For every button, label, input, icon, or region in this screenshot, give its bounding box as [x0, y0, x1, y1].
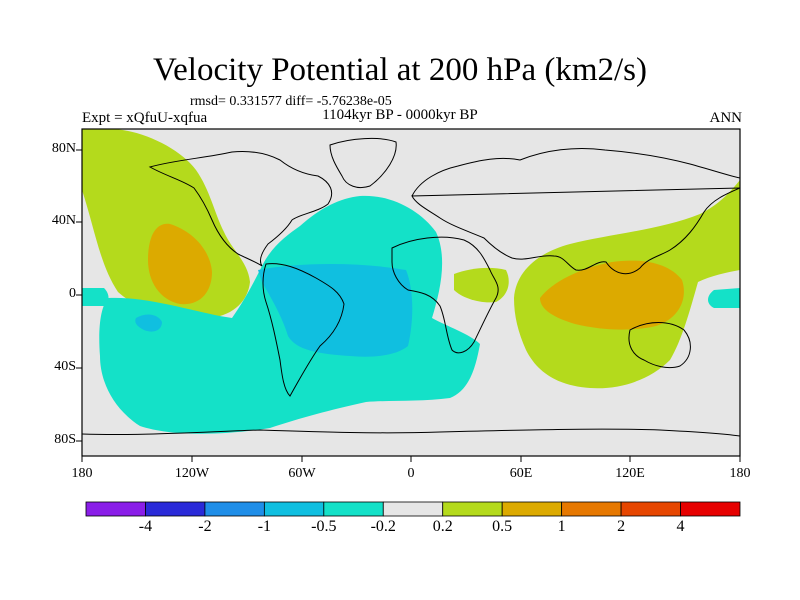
coastline-africa: [391, 236, 499, 354]
colorbar-swatch: [442, 501, 503, 517]
colorbar-swatch: [620, 501, 681, 517]
colorbar-swatch: [680, 501, 741, 517]
coastline-greenland: [329, 137, 397, 189]
contour-negative-strong-south-america: [258, 264, 413, 357]
colorbar-label: -1: [257, 518, 272, 535]
lon-label-120w: 120W: [174, 466, 210, 481]
colorbar-label: 0.2: [432, 518, 453, 535]
colorbar-label: -4: [138, 518, 153, 535]
colorbar-label: -2: [198, 518, 212, 535]
season-label: ANN: [709, 110, 743, 126]
lon-label-120e: 120E: [615, 466, 645, 481]
colorbar-label: 0.5: [492, 518, 513, 535]
contour-negative-east-edge: [708, 288, 740, 308]
contour-positive-africa: [454, 267, 509, 303]
axis-ticks: [76, 149, 741, 462]
coastline-eurasia: [411, 148, 740, 275]
colorbar-swatch: [204, 501, 265, 517]
lon-label-60w: 60W: [288, 466, 316, 481]
lat-label-40n: 40N: [51, 213, 76, 228]
colorbar-swatch: [85, 501, 146, 517]
colorbar-swatch: [323, 501, 384, 517]
lat-label-80n: 80N: [51, 141, 76, 156]
coastline-south-america: [262, 263, 345, 397]
contour-negative-strong-east-pacific: [135, 314, 162, 332]
lon-label-180w: 180: [71, 466, 93, 481]
experiment-label: Expt = xQfuU-xqfua: [82, 110, 208, 126]
lon-label-180e: 180: [729, 466, 751, 481]
colorbar-swatch: [145, 501, 206, 517]
lon-label-0: 0: [407, 466, 415, 481]
colorbar-swatch: [382, 501, 444, 517]
lon-label-60e: 60E: [509, 466, 533, 481]
coastline-antarctica: [82, 428, 740, 437]
colorbar-label: 2: [617, 518, 626, 535]
map-panel: [82, 129, 740, 456]
lat-label-80s: 80S: [54, 432, 76, 447]
contour-positive-strong-maritime: [540, 260, 684, 330]
colorbar-label: -0.5: [311, 518, 337, 535]
lat-label-0: 0: [69, 286, 76, 301]
colorbar-swatch: [561, 501, 622, 517]
stats-text: rmsd= 0.331577 diff= -5.76238e-05: [190, 94, 392, 109]
coastlines: [82, 137, 740, 437]
colorbar: [85, 501, 741, 517]
subtitle: 1104kyr BP - 0000kyr BP: [322, 107, 478, 123]
colorbar-swatch: [501, 501, 563, 517]
colorbar-label: 4: [676, 518, 685, 535]
coastline-north-america: [148, 151, 333, 267]
coastline-australia: [628, 322, 691, 369]
colorbar-label: -0.2: [370, 518, 396, 535]
colorbar-label: 1: [557, 518, 566, 535]
colorbar-swatch: [263, 501, 325, 517]
contour-positive-strong-pacific: [148, 223, 212, 305]
lat-label-40s: 40S: [54, 359, 76, 374]
chart-title: Velocity Potential at 200 hPa (km2/s): [152, 52, 648, 88]
contour-negative-west-edge: [82, 288, 109, 306]
